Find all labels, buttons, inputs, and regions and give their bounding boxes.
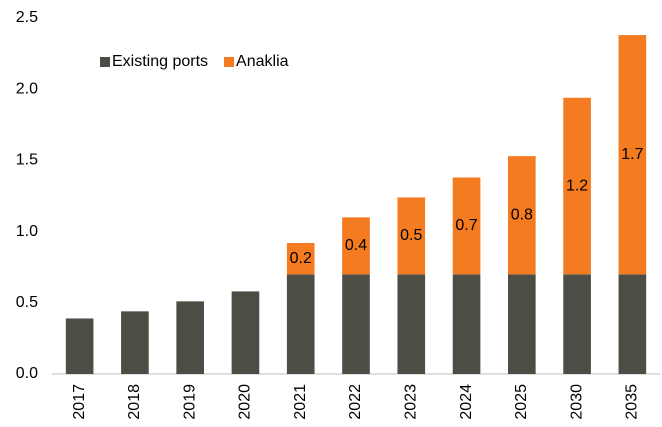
bar <box>397 274 426 374</box>
bar <box>286 274 315 374</box>
y-tick-label: 2.5 <box>16 9 38 26</box>
y-tick-label: 2.0 <box>16 80 38 97</box>
bar <box>508 274 536 374</box>
bar <box>286 242 315 275</box>
bar <box>121 311 149 374</box>
bar <box>65 318 94 374</box>
bar <box>508 156 536 275</box>
x-tick-label: 2020 <box>237 384 254 420</box>
y-tick-label: 1.0 <box>16 223 38 240</box>
legend-label: Existing ports <box>112 53 208 70</box>
bar <box>231 291 260 374</box>
bar <box>563 274 591 374</box>
x-tick-label: 2035 <box>624 384 641 420</box>
legend-swatch <box>100 57 110 67</box>
x-tick-label: 2018 <box>126 384 143 420</box>
data-label: 0.8 <box>511 206 533 223</box>
x-tick-label: 2023 <box>402 384 419 420</box>
y-tick-label: 1.5 <box>16 152 38 169</box>
x-tick-label: 2019 <box>181 384 198 420</box>
x-tick-label: 2025 <box>513 384 530 420</box>
data-label: 0.2 <box>290 250 312 267</box>
data-label: 0.4 <box>345 237 367 254</box>
y-tick-label: 0.0 <box>16 365 38 382</box>
bar <box>342 217 370 275</box>
x-tick-label: 2021 <box>292 384 309 420</box>
data-label: 0.7 <box>455 217 477 234</box>
data-label: 0.5 <box>400 227 422 244</box>
bar <box>176 301 204 374</box>
x-tick-label: 2030 <box>568 384 585 420</box>
data-label: 1.2 <box>566 177 588 194</box>
x-tick-label: 2022 <box>347 384 364 420</box>
x-tick-label: 2024 <box>458 384 475 420</box>
bar <box>452 177 481 275</box>
bar <box>618 35 647 275</box>
legend-label: Anaklia <box>236 53 289 70</box>
data-label: 1.7 <box>621 146 643 163</box>
bar <box>563 97 591 275</box>
bar <box>618 274 647 374</box>
y-tick-label: 0.5 <box>16 294 38 311</box>
bar <box>452 274 481 374</box>
legend-swatch <box>224 57 235 67</box>
x-tick-label: 2017 <box>71 384 88 420</box>
bar <box>397 197 426 275</box>
bar <box>342 274 370 374</box>
